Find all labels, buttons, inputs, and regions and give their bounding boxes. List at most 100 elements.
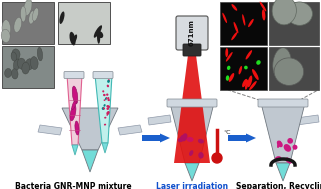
Ellipse shape bbox=[242, 79, 247, 87]
Ellipse shape bbox=[106, 112, 109, 115]
Ellipse shape bbox=[287, 2, 312, 25]
Ellipse shape bbox=[226, 75, 229, 81]
Ellipse shape bbox=[72, 86, 78, 104]
Ellipse shape bbox=[245, 80, 249, 90]
Ellipse shape bbox=[106, 97, 108, 99]
Polygon shape bbox=[276, 163, 290, 181]
Ellipse shape bbox=[225, 48, 228, 57]
FancyBboxPatch shape bbox=[258, 99, 308, 107]
Ellipse shape bbox=[12, 49, 20, 59]
FancyArrow shape bbox=[228, 133, 256, 143]
Ellipse shape bbox=[108, 105, 110, 108]
Text: Separation, Recycling: Separation, Recycling bbox=[236, 182, 321, 189]
Ellipse shape bbox=[275, 156, 282, 161]
Ellipse shape bbox=[242, 14, 245, 26]
Polygon shape bbox=[95, 75, 112, 143]
Ellipse shape bbox=[107, 113, 108, 116]
Polygon shape bbox=[174, 55, 210, 163]
Ellipse shape bbox=[4, 68, 12, 77]
Ellipse shape bbox=[32, 8, 39, 21]
Ellipse shape bbox=[262, 9, 265, 20]
Ellipse shape bbox=[104, 124, 106, 125]
Ellipse shape bbox=[103, 107, 105, 109]
Polygon shape bbox=[82, 150, 98, 172]
Ellipse shape bbox=[97, 31, 100, 44]
Ellipse shape bbox=[248, 19, 254, 27]
Polygon shape bbox=[72, 145, 78, 155]
FancyBboxPatch shape bbox=[220, 2, 267, 45]
Ellipse shape bbox=[249, 81, 257, 90]
Ellipse shape bbox=[256, 60, 261, 65]
Ellipse shape bbox=[102, 90, 104, 92]
FancyBboxPatch shape bbox=[176, 16, 208, 50]
Ellipse shape bbox=[181, 133, 187, 141]
Ellipse shape bbox=[286, 157, 289, 162]
Ellipse shape bbox=[198, 139, 204, 143]
Ellipse shape bbox=[189, 150, 193, 156]
Ellipse shape bbox=[72, 100, 76, 110]
Polygon shape bbox=[296, 115, 319, 125]
Ellipse shape bbox=[106, 105, 109, 108]
Ellipse shape bbox=[73, 34, 77, 43]
Polygon shape bbox=[261, 103, 305, 163]
Ellipse shape bbox=[105, 98, 107, 100]
Ellipse shape bbox=[234, 22, 239, 33]
Ellipse shape bbox=[292, 145, 298, 150]
Ellipse shape bbox=[287, 138, 293, 144]
Ellipse shape bbox=[108, 79, 110, 82]
Ellipse shape bbox=[11, 52, 17, 61]
Ellipse shape bbox=[231, 32, 238, 40]
Polygon shape bbox=[102, 143, 108, 153]
Ellipse shape bbox=[239, 66, 242, 74]
Ellipse shape bbox=[103, 94, 106, 96]
FancyBboxPatch shape bbox=[93, 71, 113, 78]
Ellipse shape bbox=[2, 20, 11, 38]
Ellipse shape bbox=[286, 158, 292, 163]
FancyBboxPatch shape bbox=[167, 99, 217, 107]
Ellipse shape bbox=[272, 0, 296, 25]
Text: Laser irradiation: Laser irradiation bbox=[156, 182, 228, 189]
Ellipse shape bbox=[14, 17, 22, 33]
Polygon shape bbox=[170, 103, 214, 163]
Ellipse shape bbox=[244, 66, 248, 69]
FancyBboxPatch shape bbox=[183, 44, 201, 56]
Ellipse shape bbox=[180, 135, 184, 142]
Ellipse shape bbox=[252, 69, 259, 80]
Ellipse shape bbox=[25, 59, 33, 70]
Ellipse shape bbox=[103, 104, 106, 107]
Ellipse shape bbox=[108, 97, 109, 100]
Polygon shape bbox=[118, 125, 142, 135]
Ellipse shape bbox=[21, 6, 26, 22]
FancyBboxPatch shape bbox=[269, 47, 319, 90]
Ellipse shape bbox=[260, 2, 266, 12]
Ellipse shape bbox=[104, 99, 105, 101]
Ellipse shape bbox=[108, 99, 110, 101]
Text: 671nm: 671nm bbox=[189, 20, 195, 46]
Ellipse shape bbox=[246, 50, 252, 60]
Ellipse shape bbox=[13, 58, 20, 71]
FancyBboxPatch shape bbox=[2, 2, 54, 44]
Ellipse shape bbox=[226, 52, 233, 62]
Ellipse shape bbox=[23, 0, 32, 16]
Ellipse shape bbox=[107, 80, 110, 83]
Ellipse shape bbox=[107, 85, 109, 87]
Ellipse shape bbox=[59, 12, 65, 24]
Ellipse shape bbox=[29, 11, 35, 24]
Ellipse shape bbox=[97, 31, 103, 38]
Text: °C: °C bbox=[223, 130, 230, 135]
FancyBboxPatch shape bbox=[58, 2, 110, 44]
FancyBboxPatch shape bbox=[269, 2, 319, 45]
Ellipse shape bbox=[12, 69, 18, 79]
Ellipse shape bbox=[229, 73, 234, 82]
Ellipse shape bbox=[187, 137, 194, 142]
Ellipse shape bbox=[107, 111, 110, 114]
Ellipse shape bbox=[104, 117, 106, 119]
FancyArrow shape bbox=[142, 133, 170, 143]
Ellipse shape bbox=[94, 25, 102, 38]
FancyBboxPatch shape bbox=[64, 71, 84, 78]
Ellipse shape bbox=[284, 144, 291, 152]
FancyBboxPatch shape bbox=[220, 47, 267, 90]
Ellipse shape bbox=[70, 105, 76, 121]
FancyBboxPatch shape bbox=[2, 46, 54, 88]
Ellipse shape bbox=[247, 75, 252, 87]
